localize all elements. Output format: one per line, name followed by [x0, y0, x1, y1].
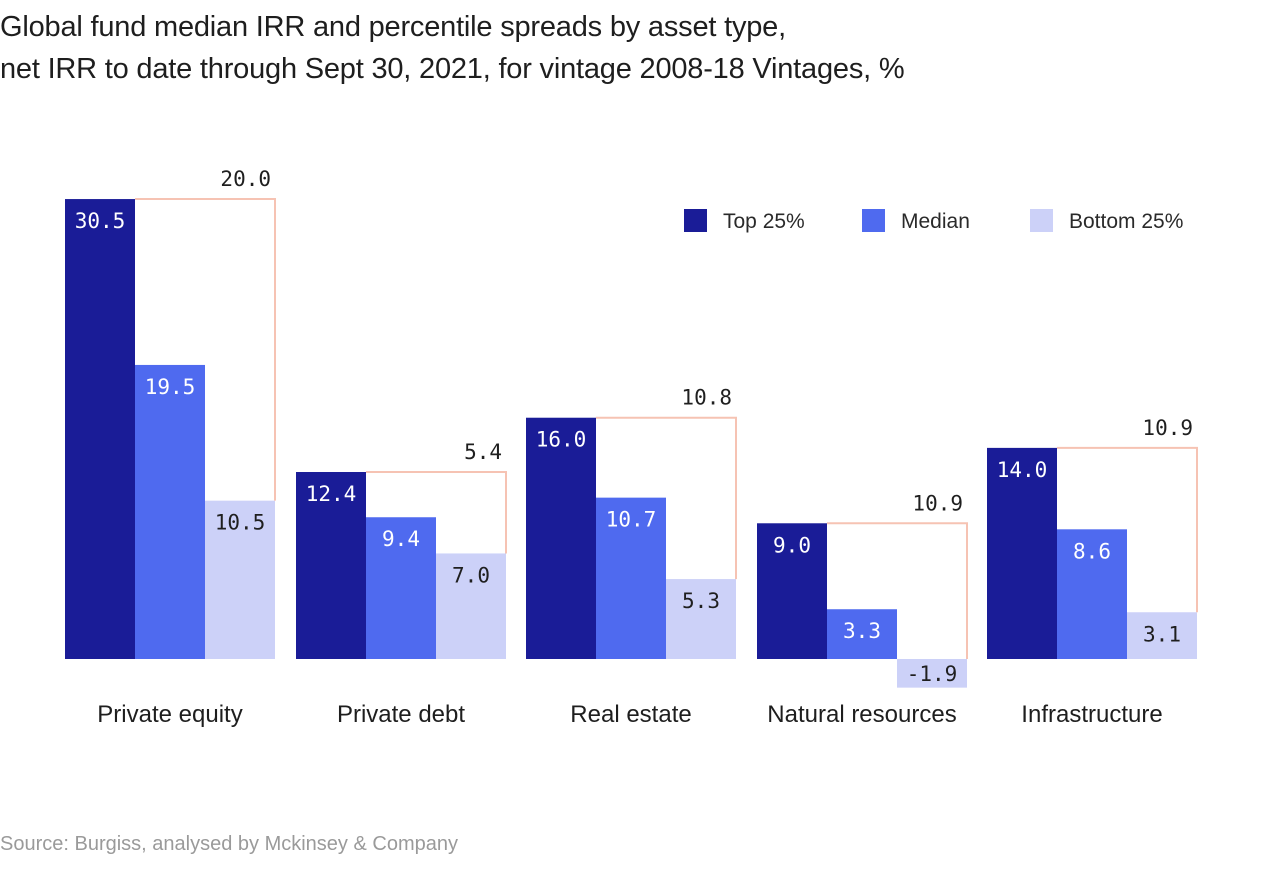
bar-value-label: 3.1: [1143, 622, 1181, 646]
bar-top25: [65, 199, 135, 659]
spread-bracket-3: [827, 522, 968, 659]
bar-value-label: 10.7: [606, 508, 657, 532]
category-label: Natural resources: [767, 701, 956, 728]
spread-label: 10.8: [681, 386, 732, 410]
labels-layer: 20.0 30.5 19.5 10.5 Private equity 5.4 12.4 9.4…: [75, 167, 1193, 728]
bar-value-label: 7.0: [452, 563, 490, 587]
legend-label: Top 25%: [723, 210, 805, 233]
spread-label: 5.4: [464, 440, 502, 464]
chart-title: Global fund median IRR and percentile sp…: [0, 6, 905, 90]
category-label: Private debt: [337, 701, 465, 728]
bar-value-label: 12.4: [306, 482, 357, 506]
category-label: Private equity: [97, 701, 242, 728]
bar-value-label: 8.6: [1073, 539, 1111, 563]
spread-bracket-0: [135, 198, 276, 501]
bar-value-label: 16.0: [536, 428, 587, 452]
legend-label: Bottom 25%: [1069, 210, 1183, 233]
category-label: Infrastructure: [1021, 701, 1162, 728]
bar-value-label: 5.3: [682, 589, 720, 613]
bar-top25: [757, 523, 827, 659]
chart-title-line-2: net IRR to date through Sept 30, 2021, f…: [0, 53, 905, 85]
bar-value-label: 10.5: [215, 511, 266, 535]
spread-label: 20.0: [220, 167, 271, 191]
chart-title-line-1: Global fund median IRR and percentile sp…: [0, 11, 786, 43]
bar-median: [366, 517, 436, 659]
spread-bracket-1: [366, 471, 507, 554]
spread-label: 10.9: [912, 491, 963, 515]
bar-median: [827, 609, 897, 659]
legend-swatch-bottom25: [1030, 209, 1053, 232]
category-label: Real estate: [570, 701, 691, 728]
legend-label: Median: [901, 210, 970, 233]
legend-swatch-median: [862, 209, 885, 232]
bar-median: [1057, 529, 1127, 659]
bar-value-label: 14.0: [997, 458, 1048, 482]
bars-layer: [65, 199, 1197, 688]
bar-value-label: 30.5: [75, 209, 126, 233]
bar-bottom25: [1127, 612, 1197, 659]
bar-median: [596, 497, 666, 659]
legend-swatch-top25: [684, 209, 707, 232]
bar-median: [135, 364, 205, 659]
bar-bottom25: [436, 553, 506, 659]
legend: Top 25% Median Bottom 25%: [684, 209, 1183, 233]
bar-bottom25: [666, 579, 736, 659]
bar-top25: [296, 472, 366, 659]
source-note: Source: Burgiss, analysed by Mckinsey & …: [0, 833, 458, 855]
spread-label: 10.9: [1142, 416, 1193, 440]
spread-bracket-4: [1057, 446, 1198, 613]
spread-layer: [135, 198, 1198, 659]
bar-bottom25: [205, 500, 275, 659]
bar-top25: [987, 447, 1057, 659]
bar-value-label: 3.3: [843, 619, 881, 643]
bar-value-label: 19.5: [145, 375, 196, 399]
bar-bottom25: [897, 659, 967, 688]
bar-value-label: 9.0: [773, 533, 811, 557]
bar-value-label: 9.4: [382, 527, 420, 551]
bar-top25: [526, 417, 596, 659]
bar-value-label: -1.9: [907, 662, 958, 686]
spread-bracket-2: [596, 416, 737, 580]
